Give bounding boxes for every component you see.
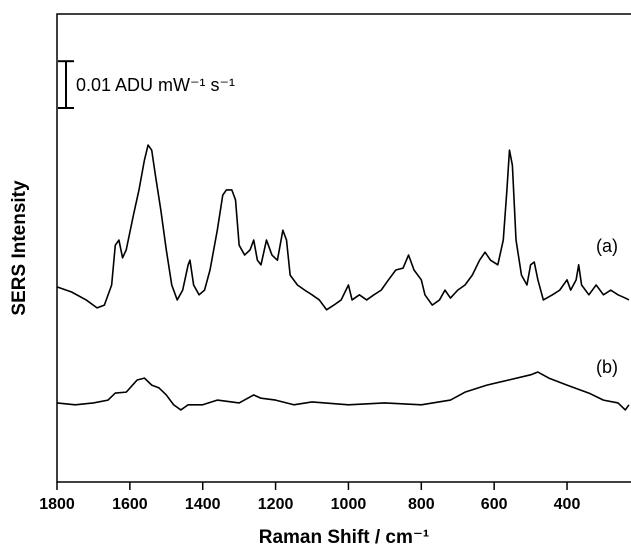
- y-axis-label: SERS Intensity: [9, 180, 30, 316]
- series-label: (b): [596, 357, 618, 377]
- x-tick-label: 1000: [331, 496, 367, 513]
- x-axis-label: Raman Shift / cm⁻¹: [259, 527, 430, 548]
- x-tick-label: 1400: [185, 496, 221, 513]
- x-tick-label: 1200: [258, 496, 294, 513]
- spectrum-line: [56, 144, 630, 311]
- scale-bar: [58, 60, 74, 109]
- x-tick-label: 1800: [39, 496, 75, 513]
- x-tick-label: 600: [481, 496, 508, 513]
- scale-bar-label: 0.01 ADU mW⁻¹ s⁻¹: [76, 75, 235, 95]
- plot-frame: [56, 13, 631, 483]
- series-label: (a): [596, 236, 618, 256]
- x-tick-label: 800: [408, 496, 435, 513]
- x-tick-label: 1600: [112, 496, 148, 513]
- x-tick-label: 400: [554, 496, 581, 513]
- spectrum-line: [56, 371, 630, 411]
